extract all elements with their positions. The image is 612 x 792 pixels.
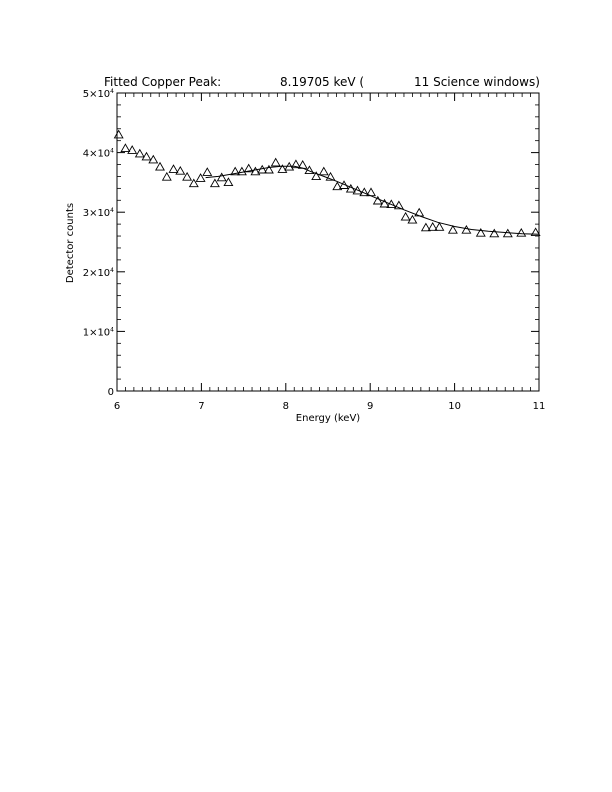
data-point [530,227,541,237]
x-axis: 6 7 8 9 10 11 [114,93,546,412]
data-point [270,157,281,167]
data-point [127,145,138,154]
data-point [209,178,220,188]
data-point [332,181,343,191]
data-point [489,228,500,238]
data-point [434,221,445,231]
y-axis: 0 1×104 2×104 3×104 4×104 5×104 [83,88,539,398]
data-point [475,227,486,237]
data-point [318,166,329,176]
data-point [216,172,227,182]
data-point [236,166,247,176]
data-point [120,143,131,153]
y-tick-label: 4×104 [83,148,114,160]
data-point [161,171,172,181]
data-point [427,221,438,231]
data-point [148,154,159,164]
data-point [250,166,261,176]
data-point [182,171,193,181]
y-axis-title: Detector counts [65,203,76,283]
x-tick-label: 8 [283,401,289,412]
plot-frame [116,92,540,392]
data-point [325,171,336,181]
data-point [223,177,234,187]
data-point [379,198,390,208]
data-point [263,164,274,174]
data-point [141,151,152,161]
fit-curve [205,165,540,235]
plot-border [116,92,540,392]
data-point [290,159,301,169]
x-tick-label: 7 [198,401,204,412]
data-point [420,222,431,232]
y-tick-label: 5×104 [83,88,114,100]
data-point [168,164,179,173]
data-point [516,227,527,237]
chart-title-part-2: 8.19705 keV ( [280,75,364,89]
y-tick-label: 3×104 [83,207,114,219]
x-tick-label: 11 [533,401,546,412]
data-point [195,173,206,182]
data-point [277,164,288,173]
data-point [400,211,411,221]
x-tick-label: 9 [367,401,373,412]
data-point [155,161,165,171]
data-point [447,224,458,234]
x-tick-label: 10 [448,401,461,412]
data-point [134,148,145,158]
data-point [352,185,363,195]
y-tick-label: 0 [108,387,114,398]
y-tick-label: 2×104 [83,267,114,279]
data-point [461,224,472,234]
y-tick-label: 1×104 [83,326,114,338]
data-point [311,171,322,181]
data-point [188,178,199,188]
data-point [113,129,124,139]
data-point [407,214,418,224]
chart-title-part-3: 11 Science windows) [414,75,540,89]
plot-area [113,129,541,238]
data-point [243,163,254,173]
data-point [202,167,213,176]
x-tick-label: 6 [114,401,120,412]
data-point [175,165,186,175]
data-point [230,166,241,176]
x-axis-title: Energy (keV) [296,413,361,424]
data-point [393,200,404,210]
chart-title-part-1: Fitted Copper Peak: [104,75,221,89]
data-point [372,195,383,205]
